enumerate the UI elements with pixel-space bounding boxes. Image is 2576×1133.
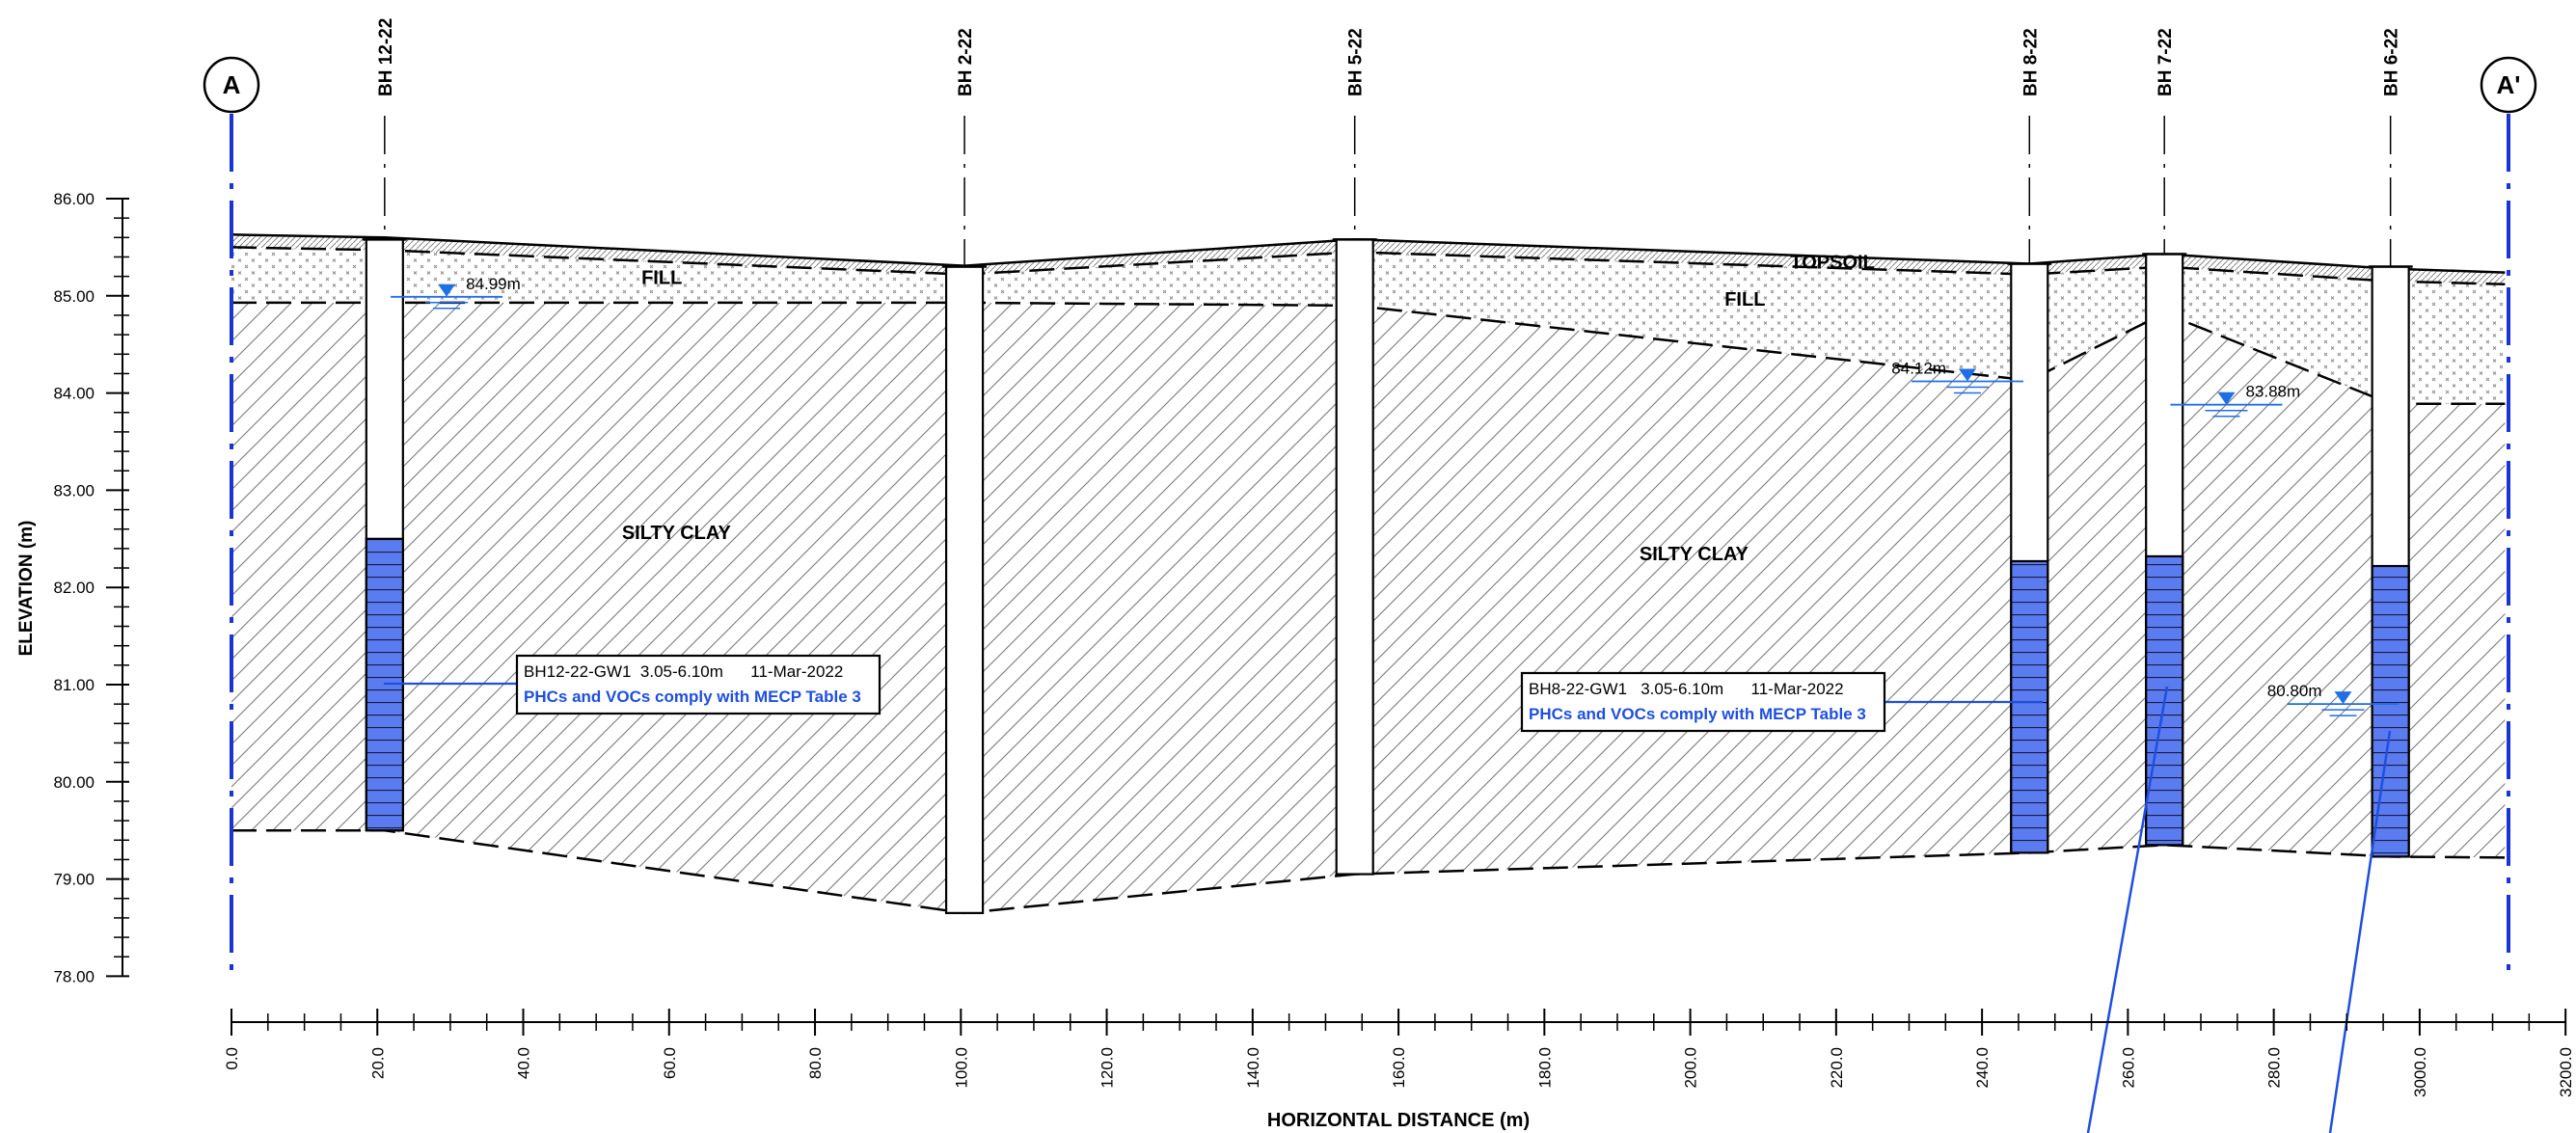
water-triangle-icon (1958, 368, 1976, 382)
borehole: BH 8-22 (2007, 28, 2052, 854)
layer-label: TOPSOIL (1790, 253, 1874, 274)
x-tick-label: 3200.0 (2557, 1047, 2575, 1097)
axes: 86.00 85.00 84.00 83.00 82.00 81.00 80.00 79.00… (53, 190, 2575, 1097)
layer-labels: FILL TOPSOIL FILL SILTY CLAY SILTY CLAY (622, 253, 1875, 565)
water-level-marker: 84.99m (391, 275, 521, 310)
sample-box-line2: PHCs and VOCs comply with MECP Table 3 (524, 688, 861, 706)
water-level-marker: 84.12m (1891, 360, 2023, 394)
borehole-label: BH 2-22 (956, 28, 976, 96)
x-tick-label: 280.0 (2265, 1047, 2284, 1089)
sample-box-frame (1520, 671, 1886, 733)
borehole-column (1335, 238, 1374, 876)
leader-line (2328, 730, 2392, 1133)
sample-box-1: BH12-22-GW1 3.05-6.10m 11-Mar-2022 PHCs … (384, 654, 881, 715)
y-axis-title: ELEVATION (m) (16, 521, 37, 657)
section-end-marker (2480, 56, 2537, 114)
borehole-label: BH 7-22 (2156, 28, 2176, 96)
water-triangle-icon (2334, 691, 2352, 705)
sample-box-line2: PHCs and VOCs comply with MECP Table 3 (1529, 705, 1866, 723)
y-tick-label: 84.00 (53, 385, 95, 403)
topsoil-boundary-line (230, 246, 2506, 285)
layer-boundaries (230, 233, 2506, 915)
y-tick-label: 86.00 (53, 190, 95, 208)
y-tick-label: 83.00 (53, 481, 95, 499)
sample-box-line1: BH12-22-GW1 3.05-6.10m 11-Mar-2022 (524, 662, 843, 681)
water-level-label: 80.80m (2267, 682, 2322, 700)
x-tick-label: 3000.0 (2411, 1047, 2429, 1097)
borehole-label: BH 8-22 (2020, 28, 2041, 96)
borehole: BH 2-22 (942, 28, 988, 914)
borehole-label: BH 6-22 (2382, 28, 2402, 96)
water-triangle-icon (2217, 391, 2236, 405)
fill-boundary-line (231, 301, 2506, 405)
water-triangle-icon (438, 283, 456, 297)
x-tick-label: 80.0 (806, 1047, 825, 1079)
borehole-column (944, 265, 985, 914)
well-screen (2010, 559, 2049, 854)
y-tick-label: 80.00 (53, 773, 95, 792)
water-level-label: 84.12m (1891, 360, 1946, 378)
layer-label: FILL (1724, 289, 1765, 310)
sample-box-frame (515, 654, 881, 715)
y-tick-label: 79.00 (53, 871, 95, 889)
clay-base-line (231, 828, 2506, 915)
borehole-label: BH 12-22 (376, 18, 396, 96)
x-tick-label: 40.0 (515, 1047, 533, 1079)
water-level-marker: 80.80m (2267, 682, 2400, 716)
x-tick-label: 140.0 (1244, 1047, 1262, 1089)
sample-notes: BH12-22-GW1 3.05-6.10m 11-Mar-2022 PHCs … (384, 654, 2043, 733)
y-tick-label: 78.00 (53, 967, 95, 985)
x-tick-label: 100.0 (952, 1047, 970, 1089)
x-tick-label: 240.0 (1973, 1047, 1992, 1089)
water-level-label: 83.88m (2245, 383, 2300, 401)
offsheet-leaders (2086, 686, 2392, 1133)
x-tick-label: 200.0 (1682, 1047, 1700, 1089)
x-tick-label: 160.0 (1390, 1047, 1408, 1089)
x-tick-label: 180.0 (1535, 1047, 1554, 1089)
section-markers: A A' (203, 56, 2537, 979)
borehole: BH 6-22 (2368, 28, 2413, 858)
x-axis-title: HORIZONTAL DISTANCE (m) (1267, 1110, 1530, 1131)
section-start-label: A (223, 70, 241, 99)
sample-box-line1: BH8-22-GW1 3.05-6.10m 11-Mar-2022 (1529, 680, 1844, 698)
leader-line (2086, 686, 2169, 1133)
x-tick-label: 20.0 (368, 1047, 387, 1079)
y-tick-label: 81.00 (53, 676, 95, 694)
borehole: BH 12-22 (362, 18, 407, 832)
y-tick-label: 82.00 (53, 579, 95, 597)
section-end-label: A' (2497, 70, 2521, 99)
x-tick-label: 120.0 (1098, 1047, 1117, 1089)
borehole: BH 5-22 (1332, 28, 1377, 876)
y-tick-label: 85.00 (53, 287, 95, 306)
water-levels: 84.99m 84.12m 83.88m 80.80m (391, 275, 2400, 716)
borehole-label: BH 5-22 (1346, 28, 1367, 96)
borehole: BH 7-22 (2142, 28, 2187, 847)
ground-surface-line (230, 233, 2506, 274)
section-start-marker (203, 56, 260, 114)
x-tick-label: 260.0 (2119, 1047, 2137, 1089)
layer-label: FILL (641, 268, 682, 289)
x-tick-label: 220.0 (1828, 1047, 1846, 1089)
water-level-marker: 83.88m (2170, 383, 2300, 418)
layer-label: SILTY CLAY (622, 523, 732, 544)
sample-box-2: BH8-22-GW1 3.05-6.10m 11-Mar-2022 PHCs a… (1520, 671, 2043, 733)
x-tick-label: 60.0 (661, 1047, 679, 1079)
water-level-label: 84.99m (466, 275, 521, 293)
layer-label: SILTY CLAY (1640, 544, 1749, 565)
fill-layer (231, 247, 2506, 404)
x-tick-label: 0.0 (223, 1047, 241, 1070)
